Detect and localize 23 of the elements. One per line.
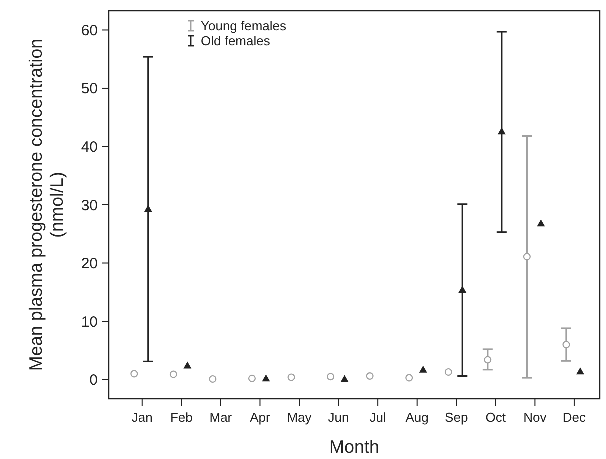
y-tick-label: 0 — [90, 372, 98, 390]
x-tick-label: Oct — [486, 410, 506, 425]
y-tick-label: 40 — [81, 138, 98, 156]
x-tick-label: Mar — [210, 410, 233, 425]
y-tick-label: 20 — [81, 256, 98, 273]
x-tick-label: Dec — [562, 410, 587, 425]
legend-label: Young females — [201, 18, 288, 34]
x-tick-label: Feb — [170, 410, 193, 425]
y-tick-label: 60 — [81, 22, 98, 40]
x-tick-label: Apr — [250, 410, 272, 425]
x-axis-title: Month — [329, 437, 380, 457]
x-tick-label: Jan — [132, 410, 153, 425]
legend-label: Old females — [201, 34, 271, 49]
x-tick-label: Nov — [524, 410, 548, 425]
y-tick-label: 30 — [81, 197, 98, 214]
x-tick-label: Jul — [370, 410, 386, 425]
y-tick-label: 10 — [81, 314, 98, 331]
x-tick-label: Jun — [328, 410, 350, 425]
y-axis-title: Mean plasma progesterone concentration (nmol/L) — [26, 38, 67, 372]
x-tick-label: Sep — [445, 410, 468, 425]
x-tick-label: Aug — [406, 410, 429, 425]
x-tick-label: May — [287, 410, 312, 425]
y-tick-label: 50 — [81, 80, 98, 98]
